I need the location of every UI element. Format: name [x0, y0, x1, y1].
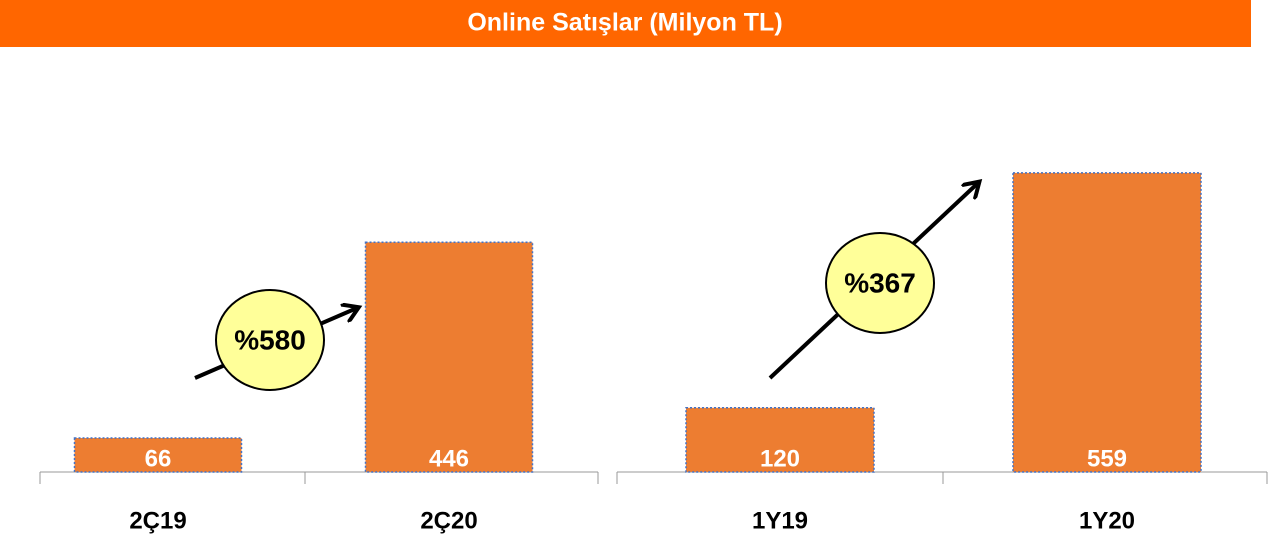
- annotation: %580: [234, 324, 306, 355]
- bar: [1012, 172, 1202, 473]
- data-label: 559: [1087, 445, 1127, 472]
- annotation-circle: [215, 289, 325, 391]
- header-bar: [0, 0, 1251, 47]
- annotation-circle: [825, 232, 935, 334]
- x-tick-label: 2Ç19: [129, 507, 186, 534]
- data-label: 120: [760, 445, 800, 472]
- bar: [685, 407, 875, 473]
- x-tick-label: 1Y20: [1079, 507, 1135, 534]
- bar: [73, 437, 243, 473]
- data-label: 446: [429, 445, 469, 472]
- x-tick-label: 1Y19: [752, 507, 808, 534]
- annotation: %367: [844, 267, 916, 298]
- data-label: 66: [145, 445, 172, 472]
- bar: [364, 241, 534, 473]
- chart-title: Online Satışlar (Milyon TL): [467, 9, 782, 37]
- x-tick-label: 2Ç20: [420, 507, 477, 534]
